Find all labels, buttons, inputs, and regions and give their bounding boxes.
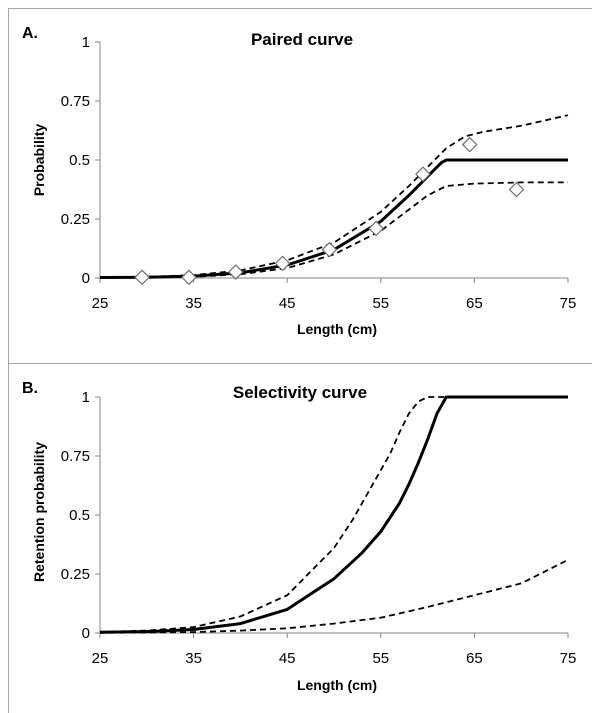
panel-b-x-tick-label: 55: [372, 650, 389, 667]
panel-a-title: Paired curve: [251, 30, 353, 49]
panel-b-y-tick-label: 1: [82, 389, 90, 406]
panel-b-x-tick-label: 25: [92, 650, 109, 667]
panel-a-label: A.: [22, 25, 38, 42]
panel-a-data-point: [461, 136, 478, 153]
panel-a-xlabel: Length (cm): [297, 321, 377, 337]
panel-a-data-point: [321, 241, 338, 258]
panel-a-x-tick-label: 55: [372, 295, 389, 312]
panel-b-x-tick-label: 45: [279, 650, 296, 667]
panel-a-y-tick-label: 0.75: [61, 93, 90, 110]
panel-b-y-tick-label: 0: [82, 625, 90, 642]
panel-b-x-tick-label: 75: [560, 650, 577, 667]
panel-b-y-tick-label: 0.5: [69, 507, 90, 524]
panel-a-ylabel: Probability: [31, 124, 47, 197]
panel-b-y-tick-label: 0.25: [61, 566, 90, 583]
panel-b-plot: 0 0.25 0.5 0.75 1 25 35 45 55 65 75: [61, 389, 577, 667]
panel-a-data-point: [227, 264, 244, 280]
panel-a-plot: 0 0.25 0.5 0.75 1 25 35 45 55 65 75: [61, 34, 577, 312]
panel-b-y-tick-label: 0.75: [61, 448, 90, 465]
panel-a-data-point: [415, 166, 431, 183]
panel-b-title: Selectivity curve: [233, 383, 367, 402]
panel-a-x-tick-label: 45: [279, 295, 296, 312]
panel-a-y-tick-label: 0.25: [61, 211, 90, 228]
panel-a-x-tick-label: 25: [92, 295, 109, 312]
panel-a-y-tick-label: 0: [82, 270, 90, 287]
panel-b-upper-ci-line: [99, 396, 568, 633]
panel-b-x-tick-label: 35: [185, 650, 202, 667]
panel-a-data-point: [134, 269, 150, 286]
panel-a-data-point: [368, 220, 384, 237]
panel-a-data-point: [508, 181, 525, 198]
panel-a-y-tick-label: 1: [82, 34, 90, 51]
panel-a-fit-line: [99, 158, 568, 279]
panel-a-x-tick-label: 75: [560, 295, 577, 312]
panel-a-y-tick-label: 0.5: [69, 152, 90, 169]
panel-b: B. Selectivity curve Retention probabili…: [8, 363, 592, 713]
panel-a-data-point: [274, 255, 291, 272]
panel-a: A. Paired curve Probability Length (cm) …: [8, 8, 592, 364]
panel-b-ylabel: Retention probability: [31, 442, 47, 582]
panel-a-data-point: [181, 269, 197, 286]
panel-b-fit-line: [99, 395, 568, 634]
panel-a-upper-ci-line: [99, 114, 569, 279]
panel-b-border: [8, 363, 592, 713]
panel-b-lower-ci-line: [99, 558, 569, 634]
panel-a-lower-ci-line: [99, 181, 568, 279]
panel-a-x-tick-label: 65: [466, 295, 483, 312]
panel-b-xlabel: Length (cm): [297, 677, 377, 693]
panel-b-x-tick-label: 65: [466, 650, 483, 667]
panel-b-label: B.: [22, 380, 38, 397]
panel-a-x-tick-label: 35: [185, 295, 202, 312]
